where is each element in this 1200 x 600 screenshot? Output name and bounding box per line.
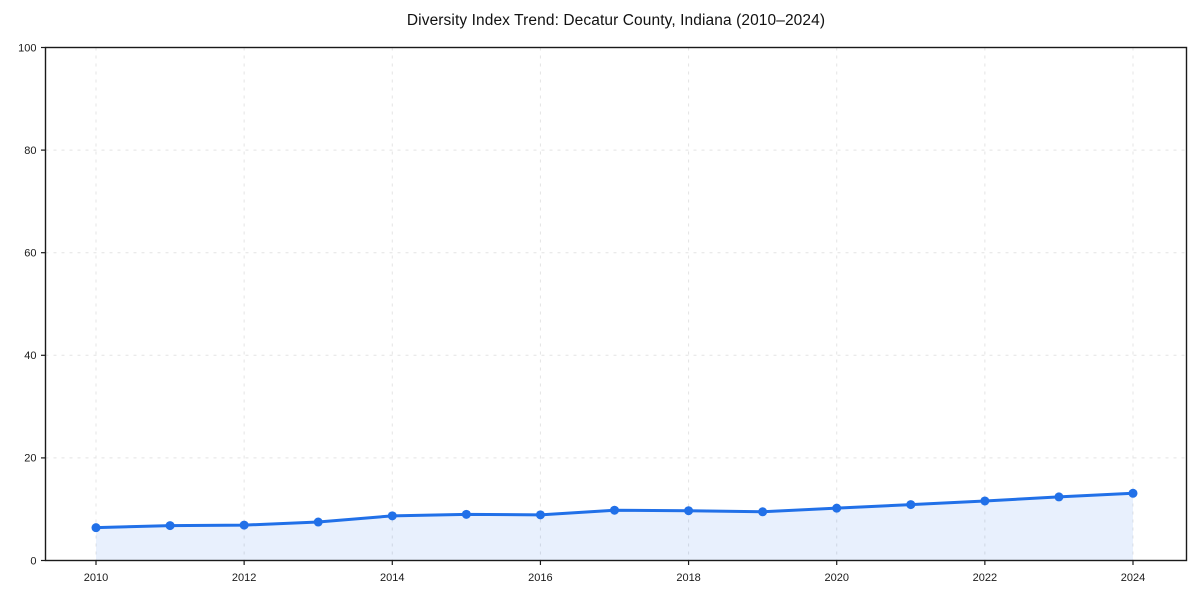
x-tick-label-2016: 2016 bbox=[528, 572, 552, 584]
data-point-2022 bbox=[980, 496, 990, 506]
x-tick-label-2020: 2020 bbox=[824, 572, 848, 584]
data-point-2010 bbox=[91, 523, 101, 533]
y-tick-label-40: 40 bbox=[24, 350, 36, 362]
y-tick-label-80: 80 bbox=[24, 145, 36, 157]
data-point-2017 bbox=[610, 505, 619, 515]
data-point-2020 bbox=[832, 503, 842, 513]
data-point-2021 bbox=[906, 500, 916, 510]
y-tick-label-20: 20 bbox=[24, 453, 36, 465]
data-point-2018 bbox=[684, 506, 694, 516]
data-point-2015 bbox=[461, 509, 471, 519]
x-tick-label-2014: 2014 bbox=[380, 572, 404, 584]
plot-border bbox=[44, 46, 1188, 562]
x-tick-label-2010: 2010 bbox=[84, 572, 108, 584]
data-point-2016 bbox=[535, 510, 545, 520]
x-tick-label-2012: 2012 bbox=[232, 572, 256, 584]
y-tick-label-60: 60 bbox=[24, 248, 36, 260]
data-point-2019 bbox=[758, 507, 768, 517]
data-point-2011 bbox=[165, 521, 175, 531]
y-tick-label-0: 0 bbox=[30, 555, 36, 567]
data-point-2013 bbox=[313, 517, 323, 527]
chart-title: Diversity Index Trend: Decatur County, I… bbox=[406, 12, 826, 29]
data-point-2024 bbox=[1128, 488, 1138, 498]
x-tick-label-2022: 2022 bbox=[973, 572, 997, 584]
x-tick-label-2018: 2018 bbox=[676, 572, 700, 584]
y-tick-label-100: 100 bbox=[18, 42, 36, 54]
area-fill bbox=[96, 493, 1133, 561]
x-tick-label-2024: 2024 bbox=[1121, 572, 1145, 584]
data-point-2014 bbox=[387, 511, 397, 521]
data-point-2012 bbox=[239, 520, 249, 530]
data-point-2023 bbox=[1054, 492, 1064, 502]
